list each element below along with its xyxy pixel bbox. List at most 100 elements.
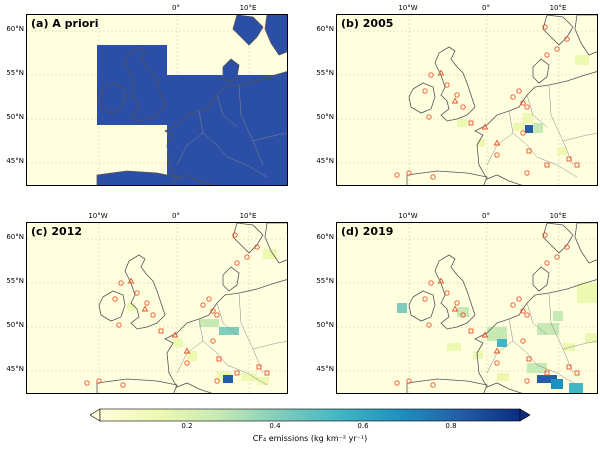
station-marker-square: [234, 370, 240, 376]
station-marker-circle: [516, 88, 522, 94]
emission-cell: [533, 123, 543, 133]
coastline: [264, 15, 287, 56]
panel-label: (b) 2005: [341, 17, 394, 30]
coastline: [124, 46, 166, 122]
lon-tick-label: 10°E: [549, 212, 567, 220]
station-marker-circle: [510, 94, 516, 100]
panel-label: (c) 2012: [31, 225, 83, 238]
coastline: [532, 58, 550, 84]
country-border: [562, 133, 597, 142]
coastline: [408, 290, 436, 322]
colorbar-extend-low: [89, 408, 101, 422]
station-marker-circle: [210, 338, 216, 344]
station-marker-circle: [116, 322, 122, 328]
emission-cell: [127, 303, 135, 311]
lat-tick-label: 50°N: [316, 321, 334, 329]
emission-cell: [537, 375, 557, 383]
station-marker-circle: [460, 104, 466, 110]
lon-tick-label: 0°: [482, 212, 490, 220]
station-marker-circle: [544, 260, 550, 266]
station-marker-square: [574, 370, 580, 376]
station-marker-circle: [394, 172, 400, 178]
lon-tick-label: 0°: [482, 4, 490, 12]
station-marker-circle: [524, 170, 530, 176]
map-canvas: [337, 223, 597, 393]
station-marker-triangle: [481, 331, 489, 338]
emission-cell: [199, 319, 219, 327]
station-marker-circle: [144, 300, 150, 306]
station-marker-circle: [454, 300, 460, 306]
lon-tick-label: 10°W: [88, 212, 108, 220]
prior-emission-area: [233, 15, 263, 45]
panel-2005: (b) 2005 60°N 55°N 50°N 45°N 10°W 0° 10°E: [316, 4, 598, 186]
station-marker-circle: [150, 312, 156, 318]
coastline: [408, 82, 436, 114]
station-marker-triangle: [451, 97, 459, 104]
country-border: [198, 318, 228, 366]
lon-tick-label: 10°E: [239, 212, 257, 220]
country-border: [252, 341, 287, 350]
country-border: [526, 94, 548, 128]
panel-a-priori: (a) A priori 60°N 55°N 50°N 45°N 0° 10°E: [6, 4, 288, 186]
emission-cell: [577, 283, 597, 303]
lon-tick-label: 10°E: [239, 4, 257, 12]
lat-tick-label: 45°N: [316, 157, 334, 165]
map-canvas: [27, 15, 287, 185]
emission-cell: [447, 343, 461, 351]
station-marker-circle: [426, 322, 432, 328]
station-marker-circle: [430, 174, 436, 180]
emission-cell: [563, 343, 575, 351]
emission-cell: [487, 327, 507, 341]
emission-cell: [473, 351, 483, 359]
emission-cell: [263, 249, 277, 259]
station-marker-circle: [206, 296, 212, 302]
coastline: [222, 266, 240, 292]
emission-cell: [477, 139, 485, 147]
country-border: [226, 364, 268, 386]
station-marker-circle: [430, 382, 436, 388]
emission-cell: [397, 303, 407, 313]
coastline: [434, 46, 476, 122]
prior-emission-area: [167, 75, 287, 185]
country-border: [508, 110, 538, 158]
coastline: [574, 223, 597, 264]
panel-2012: (c) 2012 60°N 55°N 50°N 45°N 10°W 0° 10°E: [6, 212, 288, 394]
map-frame: (a) A priori: [26, 14, 288, 186]
station-marker-circle: [454, 92, 460, 98]
emission-cell: [457, 307, 469, 317]
country-border: [536, 364, 578, 386]
station-marker-square: [574, 162, 580, 168]
station-marker-triangle: [171, 331, 179, 338]
lat-tick-label: 60°N: [316, 25, 334, 33]
lat-tick-label: 60°N: [316, 233, 334, 241]
station-marker-triangle: [451, 305, 459, 312]
station-marker-square: [468, 328, 474, 334]
lat-tick-label: 45°N: [316, 365, 334, 373]
panel-label: (d) 2019: [341, 225, 394, 238]
country-border: [562, 341, 597, 350]
station-marker-circle: [406, 378, 412, 384]
coastline: [542, 15, 574, 46]
station-marker-square: [468, 120, 474, 126]
emission-cell: [457, 119, 467, 127]
emission-cell: [553, 311, 563, 321]
station-marker-circle: [520, 308, 526, 314]
country-border: [176, 132, 204, 166]
emission-cell: [551, 379, 563, 389]
emission-cell: [523, 113, 533, 123]
country-border: [526, 302, 548, 336]
lon-tick-label: 0°: [172, 212, 180, 220]
coastline: [574, 15, 597, 56]
station-marker-circle: [118, 280, 124, 286]
coastline: [164, 71, 287, 185]
station-marker-triangle: [437, 69, 445, 76]
colorbar-tick-1: 0.4: [269, 422, 281, 430]
lat-tick-label: 60°N: [6, 25, 24, 33]
station-marker-circle: [184, 360, 190, 366]
coastline: [232, 15, 264, 46]
map-canvas: [27, 223, 287, 393]
coastline: [124, 254, 166, 330]
lat-tick-label: 50°N: [6, 113, 24, 121]
station-marker-circle: [444, 290, 450, 296]
station-marker-circle: [244, 254, 250, 260]
